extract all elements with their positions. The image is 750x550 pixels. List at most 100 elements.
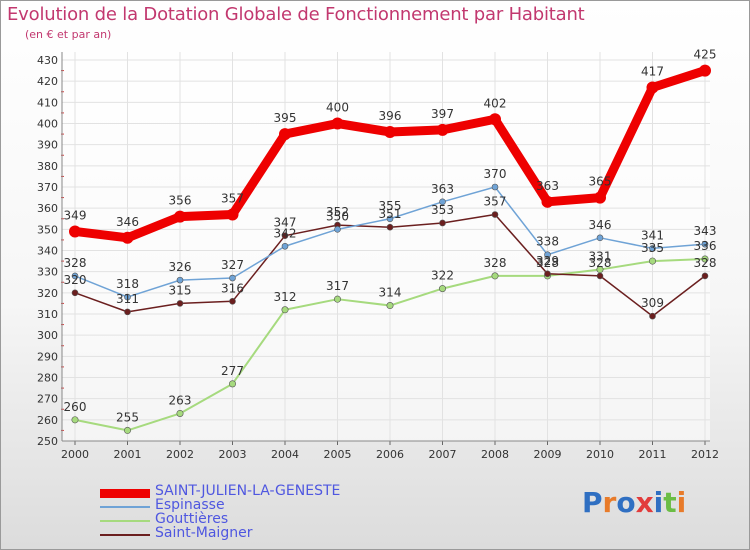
data-point-gouttieres: [701, 255, 709, 263]
data-label-saint-julien: 365: [589, 175, 612, 189]
data-point-saint-maigner: [124, 308, 131, 316]
legend-label-gouttieres: Gouttières: [155, 511, 229, 527]
legend-swatch-gouttieres: [100, 520, 150, 522]
y-tick-label: 260: [37, 414, 58, 427]
data-label-saint-maigner: 357: [484, 195, 507, 209]
data-point-gouttieres: [71, 416, 79, 424]
logo-letter: t: [663, 486, 677, 519]
data-point-espinasse: [229, 274, 236, 282]
legend-label-saint-maigner: Saint-Maigner: [155, 525, 253, 541]
data-point-espinasse: [124, 293, 131, 301]
data-point-gouttieres: [229, 380, 237, 388]
data-label-saint-maigner: 309: [641, 296, 664, 310]
data-point-espinasse: [176, 276, 184, 284]
y-tick-label: 280: [37, 372, 58, 385]
data-point-gouttieres: [124, 426, 132, 434]
data-point-saint-julien: [541, 195, 554, 208]
logo-letter: r: [602, 486, 617, 519]
logo-letter: o: [616, 486, 636, 519]
x-tick-label: 2009: [534, 448, 562, 461]
data-label-gouttieres: 260: [64, 400, 87, 414]
data-point-saint-maigner: [701, 272, 709, 280]
y-tick-label: 390: [37, 139, 58, 152]
data-label-saint-maigner: 329: [536, 254, 559, 268]
y-tick-label: 350: [37, 223, 58, 236]
data-point-espinasse: [71, 272, 79, 280]
data-point-saint-maigner: [281, 232, 289, 239]
data-point-espinasse: [596, 234, 604, 242]
y-tick-label: 300: [37, 329, 58, 342]
data-point-espinasse: [701, 240, 709, 248]
data-label-saint-maigner: 315: [169, 283, 192, 297]
data-label-gouttieres: 331: [589, 250, 612, 264]
data-label-gouttieres: 328: [536, 256, 559, 270]
data-point-saint-julien: [594, 191, 606, 204]
x-tick-label: 2012: [691, 448, 719, 461]
data-label-gouttieres: 328: [484, 256, 507, 270]
x-tick-label: 2008: [481, 448, 509, 461]
data-label-saint-maigner: 328: [589, 256, 612, 270]
data-label-saint-maigner: 316: [221, 281, 244, 295]
data-point-saint-julien: [121, 231, 134, 244]
data-label-gouttieres: 335: [641, 241, 664, 255]
data-point-saint-maigner: [439, 219, 446, 227]
data-label-espinasse: 350: [326, 209, 349, 223]
data-label-espinasse: 318: [116, 277, 139, 291]
data-point-saint-julien: [646, 81, 659, 94]
data-point-saint-maigner: [491, 211, 499, 218]
data-label-saint-maigner: 328: [694, 256, 717, 270]
y-tick-label: 310: [37, 308, 58, 321]
data-label-saint-julien: 357: [221, 192, 244, 206]
data-label-espinasse: 328: [64, 256, 87, 270]
logo-letter: x: [635, 486, 654, 519]
logo-letter: P: [582, 486, 603, 519]
x-tick-label: 2003: [219, 448, 247, 461]
y-tick-label: 400: [37, 118, 58, 131]
x-tick-label: 2004: [271, 448, 299, 461]
data-label-saint-maigner: 320: [64, 273, 87, 287]
x-tick-label: 2006: [376, 448, 404, 461]
data-label-saint-julien: 396: [379, 109, 402, 123]
data-label-gouttieres: 255: [116, 410, 139, 424]
data-label-espinasse: 338: [536, 235, 559, 249]
y-tick-label: 270: [37, 393, 58, 406]
data-label-saint-julien: 400: [326, 101, 349, 115]
y-tick-label: 360: [37, 202, 58, 215]
y-tick-label: 340: [37, 245, 58, 258]
data-point-saint-maigner: [596, 272, 604, 280]
data-label-gouttieres: 277: [221, 364, 244, 378]
data-label-saint-julien: 349: [64, 208, 87, 222]
data-point-espinasse: [281, 242, 289, 250]
data-label-gouttieres: 263: [169, 393, 192, 407]
data-point-gouttieres: [176, 409, 184, 417]
x-tick-label: 2005: [324, 448, 352, 461]
y-tick-label: 430: [37, 54, 58, 67]
data-point-gouttieres: [491, 272, 499, 280]
data-point-saint-julien: [331, 117, 344, 130]
data-label-gouttieres: 312: [274, 290, 297, 304]
data-point-espinasse: [544, 251, 551, 259]
data-point-espinasse: [439, 198, 446, 206]
data-point-saint-julien: [489, 113, 501, 126]
data-label-espinasse: 343: [694, 224, 717, 238]
plot-area: [62, 52, 710, 441]
data-label-espinasse: 341: [641, 228, 664, 242]
data-label-gouttieres: 314: [379, 286, 402, 300]
data-label-saint-julien: 356: [169, 194, 192, 208]
y-tick-label: 380: [37, 160, 58, 173]
data-label-saint-maigner: 353: [431, 203, 454, 217]
data-point-saint-maigner: [229, 297, 236, 305]
data-point-saint-julien: [174, 210, 186, 223]
data-point-saint-julien: [279, 128, 291, 141]
x-tick-label: 2007: [429, 448, 457, 461]
y-tick-label: 410: [37, 96, 58, 109]
data-point-saint-maigner: [544, 270, 551, 278]
legend-label-saint-julien: SAINT-JULIEN-LA-GENESTE: [155, 483, 341, 499]
y-tick-label: 320: [37, 287, 58, 300]
legend-swatch-espinasse: [100, 506, 150, 508]
y-tick-label: 330: [37, 266, 58, 279]
x-tick-label: 2010: [586, 448, 614, 461]
data-point-gouttieres: [386, 302, 394, 310]
data-label-saint-julien: 397: [431, 107, 454, 121]
